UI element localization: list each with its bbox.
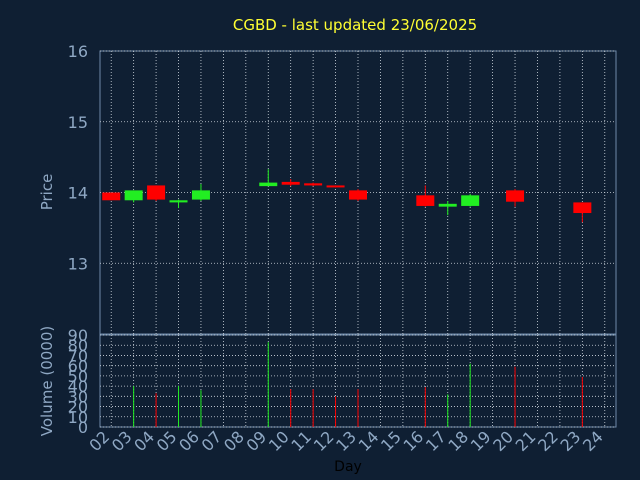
candle-body [326, 185, 345, 188]
volume-tick-label: 30 [68, 387, 88, 406]
candle-body [124, 190, 143, 201]
x-tick-labels: 0203040506070809101112131415161718192021… [85, 427, 606, 455]
chart-title: CGBD - last updated 23/06/2025 [233, 16, 477, 34]
volume-tick-label: 80 [68, 336, 88, 355]
volume-tick-label: 60 [68, 357, 88, 376]
candle-body [506, 190, 525, 202]
volume-tick-label: 70 [68, 346, 88, 365]
candle-body [102, 192, 121, 201]
candles [102, 169, 592, 223]
volume-tick-label: 20 [68, 398, 88, 417]
candle-body [461, 195, 480, 206]
candle-body [259, 182, 278, 187]
price-tick-label: 14 [68, 184, 88, 203]
price-tick-label: 15 [68, 113, 88, 132]
x-tick-label: 24 [579, 427, 607, 455]
volume-bars [133, 342, 583, 427]
volume-tick-label: 40 [68, 377, 88, 396]
candle-body [438, 203, 457, 207]
candle-body [573, 202, 592, 214]
candle-body [416, 195, 435, 206]
volume-axis-label: Volume (0000) [38, 326, 56, 436]
price-tick-label: 13 [68, 254, 88, 273]
volume-tick-label: 50 [68, 367, 88, 386]
volume-tick-label: 90 [68, 326, 88, 345]
candle-body [191, 190, 210, 200]
volume-tick-label: 0 [78, 418, 88, 437]
volume-tick-label: 10 [68, 408, 88, 427]
candle-body [304, 183, 323, 186]
x-axis-label: Day [334, 459, 362, 475]
price-tick-label: 16 [68, 42, 88, 61]
price-tick-labels: 16 15 14 13 [68, 42, 88, 273]
candle-body [147, 185, 166, 200]
price-axis-label: Price [38, 174, 56, 211]
candle-body [281, 181, 300, 185]
candle-body [169, 200, 188, 203]
candle-body [349, 190, 367, 200]
